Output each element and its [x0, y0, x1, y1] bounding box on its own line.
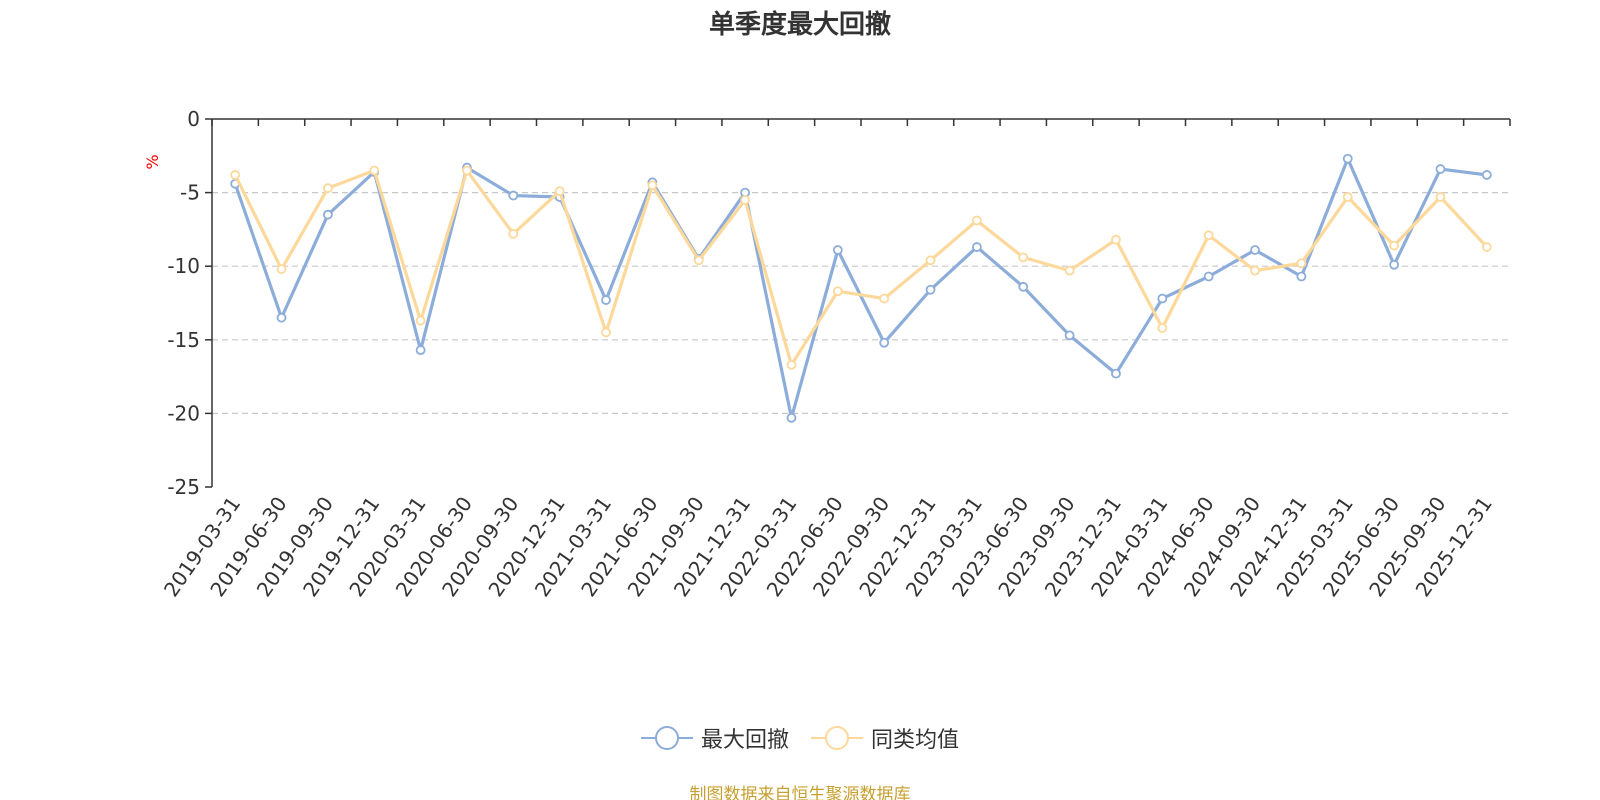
- data-point: [1064, 265, 1075, 276]
- data-point: [971, 242, 982, 252]
- data-point: [1389, 259, 1400, 270]
- data-point: [276, 312, 287, 323]
- data-point: [415, 315, 426, 326]
- axes: 0-5-10-15-20-252019-03-312019-06-302019-…: [159, 107, 1511, 601]
- data-point: [1203, 230, 1214, 241]
- y-tick-label: -5: [180, 181, 200, 205]
- data-point: [832, 286, 843, 297]
- data-point: [1342, 153, 1353, 164]
- data-point: [322, 209, 333, 220]
- data-point: [786, 359, 797, 370]
- y-tick-label: 0: [187, 107, 200, 131]
- data-point: [879, 337, 890, 348]
- legend: 最大回撤 同类均值: [0, 722, 1600, 754]
- gridlines: [212, 192, 1510, 414]
- data-point: [1389, 240, 1400, 251]
- data-point: [276, 264, 287, 275]
- data-point: [740, 195, 751, 205]
- legend-label-drawdown: 最大回撤: [700, 728, 789, 753]
- data-point: [1342, 192, 1353, 202]
- series-line: [233, 168, 1488, 367]
- chart-title: 单季度最大回撤: [708, 10, 891, 40]
- data-point: [369, 165, 380, 176]
- data-point: [1157, 323, 1168, 333]
- legend-item-drawdown[interactable]: 最大回撤: [640, 722, 789, 754]
- y-tick-label: -25: [167, 475, 200, 499]
- data-point: [322, 183, 333, 194]
- data-point: [1481, 170, 1492, 180]
- data-point: [879, 293, 890, 304]
- data-point: [786, 412, 797, 423]
- data-point: [1111, 234, 1121, 245]
- legend-label-peer-average: 同类均值: [871, 728, 960, 753]
- data-point: [1018, 252, 1029, 263]
- series-lines: [230, 153, 1492, 423]
- data-point: [1018, 281, 1029, 292]
- data-point: [601, 295, 611, 305]
- data-point: [1250, 265, 1260, 276]
- data-point: [508, 190, 519, 201]
- y-tick-label: -15: [167, 328, 200, 352]
- data-point: [832, 245, 843, 255]
- data-point: [1064, 330, 1075, 341]
- data-point: [230, 170, 241, 180]
- legend-item-peer-average[interactable]: 同类均值: [811, 722, 959, 754]
- data-point: [1296, 258, 1307, 269]
- data-point: [1203, 271, 1214, 282]
- data-point: [925, 255, 936, 266]
- data-point: [415, 345, 426, 356]
- data-point: [462, 165, 472, 176]
- series-1: [230, 165, 1492, 370]
- data-point: [601, 327, 611, 338]
- y-tick-label: -20: [167, 401, 200, 425]
- data-point: [1481, 242, 1492, 252]
- legend-swatch-drawdown: [640, 726, 693, 750]
- data-point: [1250, 245, 1260, 255]
- y-axis-label: %: [143, 154, 162, 169]
- data-point: [971, 215, 982, 226]
- data-point: [554, 186, 565, 197]
- data-point: [647, 180, 658, 191]
- data-point: [1435, 164, 1446, 174]
- legend-swatch-peer-average: [811, 726, 863, 750]
- series-line: [233, 157, 1488, 420]
- data-point: [925, 284, 936, 295]
- data-point: [1435, 192, 1446, 202]
- data-point: [693, 255, 704, 266]
- data-point: [1296, 271, 1307, 282]
- data-point: [508, 228, 519, 239]
- data-point: [1111, 368, 1121, 379]
- data-source-note: 制图数据来自恒生聚源数据库: [689, 785, 911, 800]
- y-tick-label: -10: [167, 254, 200, 278]
- series-0: [230, 153, 1492, 423]
- data-point: [1157, 293, 1168, 304]
